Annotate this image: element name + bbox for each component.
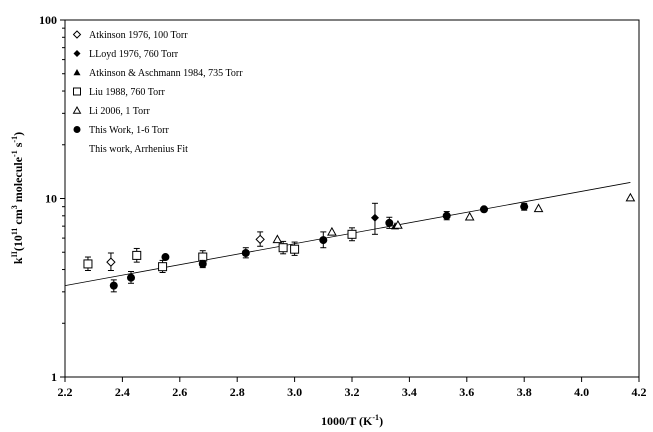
point-s3-4 [278, 243, 288, 253]
y-tick-label-2: 100 [39, 13, 57, 27]
legend-marker-1 [73, 50, 81, 57]
legend-label-2: Atkinson & Aschmann 1984, 735 Torr [89, 68, 243, 79]
point-s3-2 [158, 262, 168, 272]
legend-marker-5 [73, 126, 81, 133]
x-tick-label-0: 2.2 [58, 385, 73, 399]
x-tick-label-4: 3.0 [287, 385, 302, 399]
x-tick-label-3: 2.8 [230, 385, 245, 399]
legend-marker-0 [72, 30, 82, 39]
point-s3-5 [290, 244, 300, 254]
legend-label-3: Liu 1988, 760 Torr [89, 87, 165, 98]
point-s5-3 [198, 259, 207, 268]
x-tick-label-1: 2.4 [115, 385, 130, 399]
points-layer [83, 192, 636, 293]
point-s3-0 [83, 259, 93, 269]
y-tick-label-0: 1 [51, 370, 57, 384]
point-s5-6 [385, 218, 394, 227]
point-s4-4 [533, 203, 544, 213]
y-axis-title: kII(1011 cm3 molecule-1 s-1) [10, 132, 25, 264]
axis-ticks: 2.2 2.4 2.6 2.8 3.0 3.2 3.4 3.6 3.8 4.0 4.2 1 10 100 [39, 13, 647, 399]
point-s5-2 [161, 253, 170, 262]
point-s5-0 [109, 281, 118, 290]
point-s5-8 [480, 205, 489, 214]
point-s5-1 [127, 273, 136, 282]
legend-marker-2 [73, 69, 81, 76]
y-tick-label-1: 10 [45, 192, 57, 206]
x-tick-label-10: 4.2 [632, 385, 647, 399]
x-tick-label-2: 2.6 [172, 385, 187, 399]
legend: Atkinson 1976, 100 Torr LLoyd 1976, 760 T… [72, 30, 243, 155]
legend-label-1: LLoyd 1976, 760 Torr [89, 49, 179, 60]
x-axis-title: 1000/T (K-1) [321, 413, 383, 428]
point-s4-1 [327, 226, 337, 236]
point-s5-7 [442, 211, 451, 220]
point-s0-1 [255, 234, 265, 245]
legend-label-4: Li 2006, 1 Torr [89, 106, 150, 117]
x-tick-label-9: 4.0 [574, 385, 589, 399]
legend-label-6: This work, Arrhenius Fit [89, 144, 188, 155]
x-tick-label-8: 3.8 [517, 385, 532, 399]
legend-label-5: This Work, 1-6 Torr [89, 125, 169, 136]
x-tick-label-5: 3.2 [345, 385, 360, 399]
point-s3-1 [132, 250, 142, 260]
point-s5-4 [241, 249, 250, 258]
point-s5-9 [520, 202, 529, 211]
legend-label-0: Atkinson 1976, 100 Torr [89, 30, 188, 41]
point-s4-5 [625, 192, 636, 202]
point-s4-3 [464, 211, 475, 221]
x-tick-label-7: 3.6 [459, 385, 474, 399]
point-s3-6 [347, 229, 357, 239]
legend-marker-3 [73, 87, 81, 96]
point-s4-2 [393, 220, 403, 229]
point-s4-0 [272, 234, 283, 244]
x-tick-label-6: 3.4 [402, 385, 417, 399]
point-s1-0 [370, 213, 379, 222]
point-s0-0 [106, 257, 116, 267]
legend-marker-4 [72, 105, 82, 114]
point-s5-5 [319, 236, 328, 245]
point-s3-3 [198, 252, 208, 262]
